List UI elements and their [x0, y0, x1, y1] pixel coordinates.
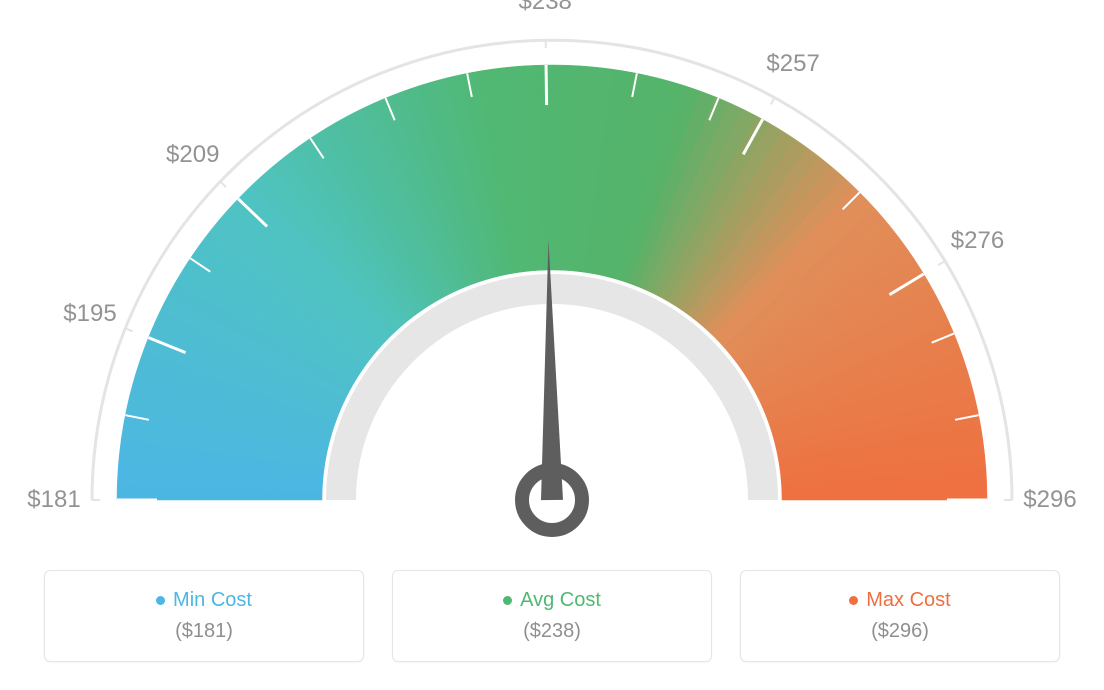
gauge-svg: [0, 0, 1104, 560]
tick-label: $238: [518, 0, 571, 16]
tick-label: $195: [63, 300, 116, 328]
dot-max-icon: [849, 596, 858, 605]
legend-title-min-text: Min Cost: [173, 589, 252, 612]
legend-value-avg: ($238): [523, 620, 581, 643]
tick-label: $209: [166, 141, 219, 169]
legend-title-max: Max Cost: [849, 589, 950, 612]
legend-card-min: Min Cost ($181): [44, 570, 364, 662]
legend-value-max: ($296): [871, 620, 929, 643]
tick-label: $181: [27, 486, 80, 514]
dot-avg-icon: [503, 596, 512, 605]
legend-card-max: Max Cost ($296): [740, 570, 1060, 662]
legend-title-min: Min Cost: [156, 589, 252, 612]
tick-label: $257: [766, 50, 819, 78]
gauge-chart: $181 $195 $209 $238 $257 $276 $296: [0, 0, 1104, 560]
legend-title-max-text: Max Cost: [866, 589, 950, 612]
legend-row: Min Cost ($181) Avg Cost ($238) Max Cost…: [0, 570, 1104, 662]
legend-value-min: ($181): [175, 620, 233, 643]
legend-title-avg-text: Avg Cost: [520, 589, 601, 612]
tick-label: $296: [1023, 486, 1076, 514]
tick-label: $276: [951, 227, 1004, 255]
legend-card-avg: Avg Cost ($238): [392, 570, 712, 662]
legend-title-avg: Avg Cost: [503, 589, 601, 612]
dot-min-icon: [156, 596, 165, 605]
